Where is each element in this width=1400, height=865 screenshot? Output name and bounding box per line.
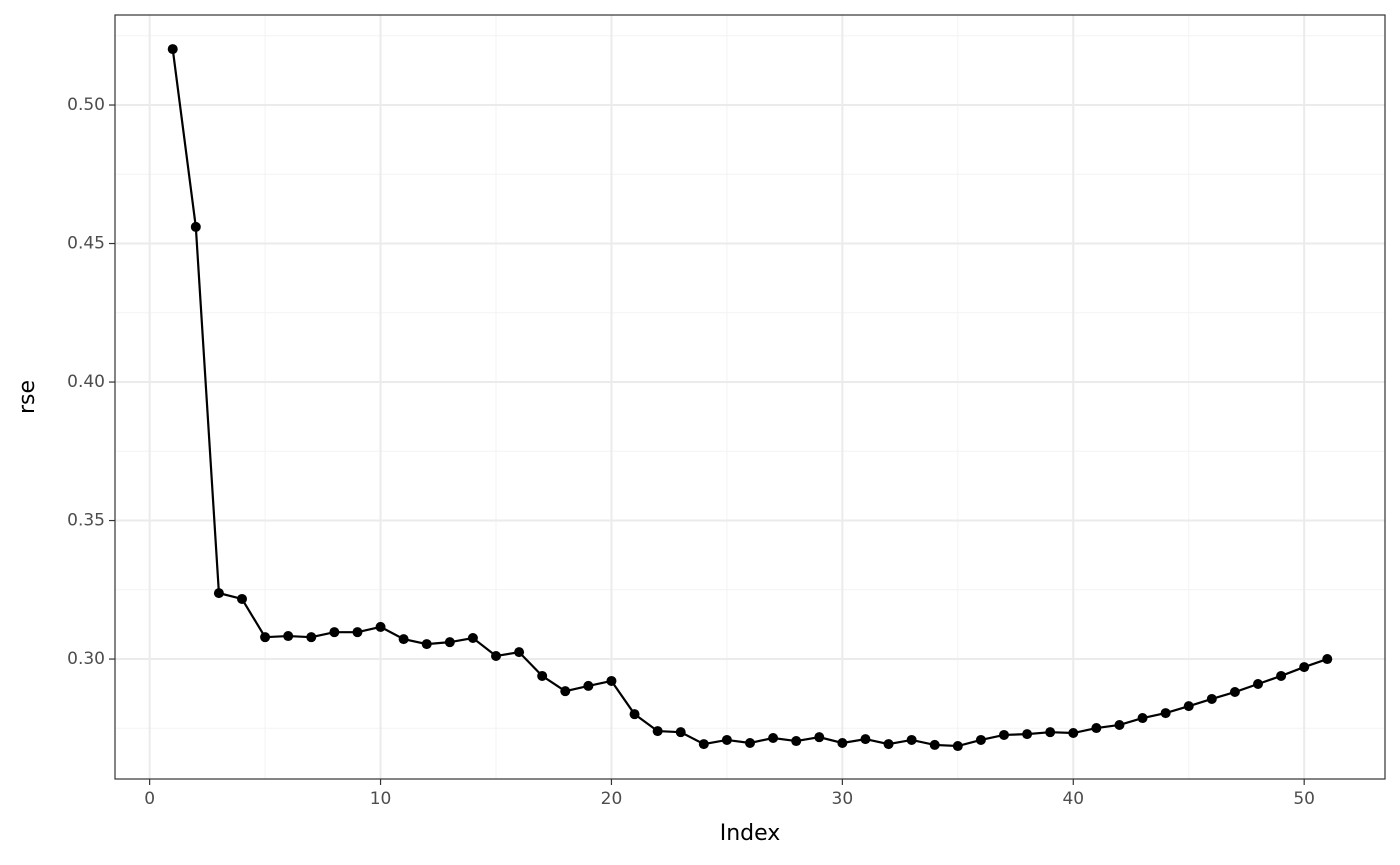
point (629, 709, 640, 720)
point (1253, 678, 1263, 689)
point (698, 739, 709, 750)
point (999, 729, 1009, 740)
point (537, 670, 548, 681)
point (745, 737, 755, 748)
point (560, 686, 571, 697)
point (860, 734, 871, 745)
point (260, 632, 271, 643)
point (283, 631, 294, 642)
point (606, 675, 617, 686)
point (929, 739, 940, 750)
point (1229, 687, 1240, 698)
point (1045, 727, 1056, 738)
point (1276, 670, 1287, 681)
y-tick-label: 0.40 (67, 372, 105, 392)
point (1068, 728, 1079, 739)
point (167, 44, 178, 55)
point (1091, 723, 1102, 734)
point (1114, 719, 1125, 730)
point (1322, 654, 1333, 665)
y-tick-label: 0.30 (67, 649, 105, 669)
point (791, 736, 802, 747)
point (1183, 701, 1194, 712)
point (675, 727, 686, 738)
point (583, 680, 594, 691)
point (190, 221, 201, 232)
point (213, 588, 224, 599)
point (467, 633, 478, 644)
x-axis-title: Index (720, 821, 781, 846)
y-tick-label: 0.50 (67, 95, 105, 115)
point (1206, 693, 1217, 704)
point (237, 593, 247, 604)
point (652, 726, 663, 737)
point (883, 739, 894, 750)
y-tick-label: 0.45 (67, 234, 105, 254)
x-tick-label: 50 (1293, 789, 1315, 809)
x-tick-label: 20 (601, 789, 623, 809)
point (814, 732, 825, 743)
point (1137, 713, 1148, 724)
point (421, 639, 432, 650)
grid (115, 15, 1385, 779)
point (768, 733, 779, 744)
point (375, 621, 386, 632)
point (906, 734, 917, 745)
point (491, 651, 501, 662)
point (1160, 708, 1171, 719)
point (398, 634, 409, 645)
y-axis-title: rse (15, 380, 40, 414)
point (306, 632, 317, 643)
point (1299, 662, 1310, 673)
point (352, 627, 363, 638)
panel-border (114, 14, 1386, 780)
point (329, 627, 340, 638)
point (975, 734, 986, 745)
point (952, 741, 963, 752)
point (514, 647, 525, 658)
point (1022, 729, 1033, 740)
point (837, 737, 848, 748)
y-tick-label: 0.35 (67, 511, 105, 531)
x-tick-label: 40 (1062, 789, 1084, 809)
marks (167, 44, 1333, 752)
point (721, 734, 732, 745)
x-tick-label: 0 (144, 789, 155, 809)
x-tick-label: 30 (832, 789, 854, 809)
x-tick-label: 10 (370, 789, 392, 809)
point (444, 637, 455, 648)
